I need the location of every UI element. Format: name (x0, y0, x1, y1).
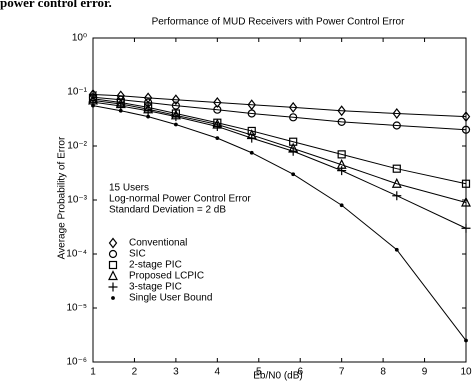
header-fragment: power control error. (0, 0, 112, 10)
marker (215, 136, 220, 141)
marker (337, 150, 346, 159)
marker (461, 111, 471, 123)
y-tick-label: 10⁻⁶ (66, 357, 87, 368)
marker (394, 247, 399, 252)
marker (461, 179, 471, 188)
marker (288, 101, 298, 113)
marker (146, 114, 151, 119)
marker (461, 223, 471, 233)
x-tick-label: 8 (380, 367, 386, 378)
marker (392, 108, 402, 119)
x-tick-label: 4 (215, 367, 221, 378)
y-tick-label: 10⁰ (72, 33, 87, 44)
x-tick-label: 6 (297, 367, 303, 378)
marker (291, 172, 296, 177)
series-line (92, 93, 467, 118)
marker (247, 109, 256, 118)
marker (339, 203, 344, 208)
legend-label: 3-stage PIC (129, 282, 182, 293)
marker (213, 96, 222, 108)
x-tick-label: 1 (90, 367, 96, 378)
legend-marker (111, 296, 115, 300)
series-line (92, 105, 467, 341)
marker (461, 196, 471, 207)
x-tick-label: 7 (339, 367, 345, 378)
marker (249, 150, 254, 155)
marker (391, 177, 402, 188)
y-tick-label: 10⁻⁴ (66, 249, 87, 260)
series-line (92, 98, 467, 185)
marker (464, 338, 468, 343)
y-tick-label: 10⁻¹ (67, 87, 87, 98)
marker (118, 108, 123, 113)
x-axis-label: Eb/N0 (dB) (253, 371, 302, 382)
y-tick-label: 10⁻² (67, 141, 87, 152)
legend-marker (108, 249, 118, 259)
y-tick-label: 10⁻⁵ (66, 303, 87, 314)
x-tick-label: 2 (132, 367, 138, 378)
legend-label: Single User Bound (129, 293, 212, 304)
marker (392, 164, 401, 173)
legend-marker (108, 260, 118, 270)
marker (171, 94, 181, 106)
marker (173, 122, 178, 127)
marker (171, 112, 181, 122)
series-line (92, 99, 467, 203)
legend-marker (108, 237, 118, 249)
annotation: 15 Users (109, 183, 149, 194)
series-line (92, 101, 467, 229)
marker (337, 105, 346, 117)
legend-marker (108, 270, 118, 281)
marker (143, 106, 153, 116)
marker (337, 117, 346, 126)
marker (171, 101, 180, 110)
marker (213, 105, 222, 114)
marker (392, 191, 402, 201)
marker (212, 121, 222, 131)
legend-label: SIC (129, 249, 146, 260)
marker (247, 133, 257, 143)
marker (247, 99, 256, 111)
marker (288, 146, 298, 156)
series-line (92, 96, 467, 131)
legend-label: 2-stage PIC (129, 260, 182, 271)
x-tick-label: 5 (256, 367, 262, 378)
marker (337, 166, 347, 176)
annotation: Log-normal Power Control Error (109, 194, 251, 205)
chart-title: Performance of MUD Receivers with Power … (152, 17, 406, 28)
legend-marker (108, 282, 118, 292)
x-tick-label: 9 (422, 367, 428, 378)
marker (392, 121, 401, 130)
marker (289, 113, 298, 122)
y-tick-label: 10⁻³ (67, 195, 87, 206)
y-axis-label: Average Probability of Error (57, 136, 68, 259)
legend-label: Proposed LCPIC (129, 271, 204, 282)
x-tick-label: 10 (460, 367, 472, 378)
annotation: Standard Deviation = 2 dB (109, 205, 226, 216)
marker (91, 103, 95, 108)
x-tick-label: 3 (173, 367, 179, 378)
legend-label: Conventional (129, 238, 187, 249)
marker (461, 125, 471, 134)
